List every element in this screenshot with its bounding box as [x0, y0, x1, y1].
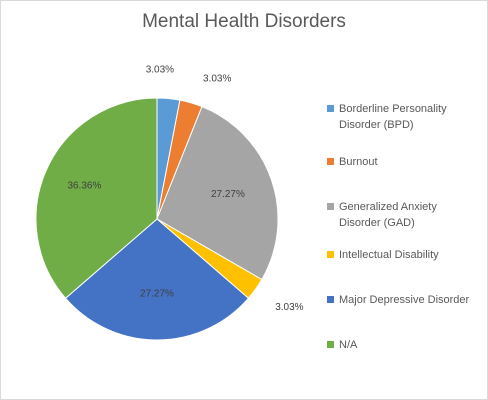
chart-title: Mental Health Disorders	[142, 11, 346, 32]
legend-swatch-burnout	[327, 158, 334, 165]
legend-swatch-gad	[327, 203, 334, 210]
legend-label-gad-line2: Disorder (GAD)	[339, 217, 415, 229]
legend-label-burnout: Burnout	[339, 156, 378, 168]
legend-swatch-na	[327, 341, 334, 348]
legend-item-gad: Generalized Anxiety Disorder (GAD)	[327, 199, 487, 231]
legend-label-bpd-line2: Disorder (BPD)	[339, 119, 414, 131]
legend-swatch-bpd	[327, 105, 334, 112]
data-label-burnout: 3.03%	[203, 74, 231, 85]
legend-label-gad-line1: Generalized Anxiety	[339, 201, 437, 213]
chart-legend: Borderline Personality Disorder (BPD) Bu…	[327, 101, 487, 353]
pie-slice-mdd	[64, 218, 250, 341]
legend-item-mdd: Major Depressive Disorder	[327, 292, 487, 308]
legend-item-bpd: Borderline Personality Disorder (BPD)	[327, 101, 487, 133]
legend-label-intellectual-disability: Intellectual Disability	[339, 249, 439, 261]
legend-label-bpd-line1: Borderline Personality	[339, 103, 447, 115]
legend-swatch-mdd	[327, 296, 334, 303]
pie-slice-na	[35, 97, 158, 299]
data-label-mdd: 27.27%	[140, 289, 174, 300]
legend-label-mdd: Major Depressive Disorder	[339, 294, 470, 306]
data-label-na: 36.36%	[67, 180, 101, 191]
legend-item-burnout: Burnout	[327, 154, 487, 170]
data-label-intellectual-disability: 3.03%	[275, 302, 303, 313]
legend-item-na: N/A	[327, 337, 487, 353]
legend-item-intellectual-disability: Intellectual Disability	[327, 247, 487, 263]
data-label-gad: 27.27%	[211, 189, 245, 200]
legend-swatch-intellectual-disability	[327, 251, 334, 258]
data-label-bpd: 3.03%	[146, 65, 174, 76]
legend-label-na: N/A	[339, 339, 358, 351]
